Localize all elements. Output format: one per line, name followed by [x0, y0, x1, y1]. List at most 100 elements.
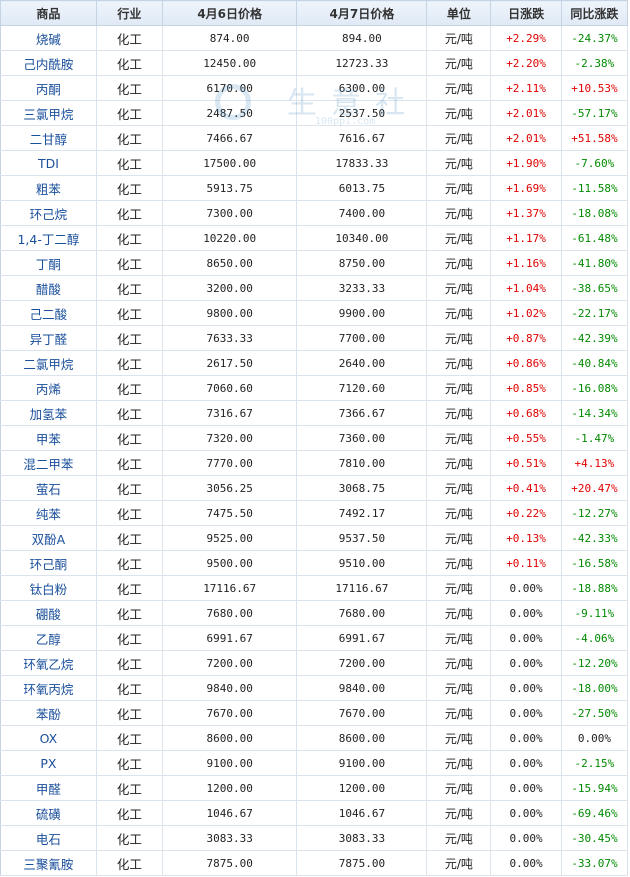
- yoy-change-cell: -18.00%: [561, 675, 629, 701]
- yoy-change-cell: +20.47%: [561, 475, 629, 501]
- commodity-name-link[interactable]: 钛白粉: [0, 575, 97, 601]
- industry-cell: 化工: [96, 300, 163, 326]
- header-price-apr6[interactable]: 4月6日价格: [162, 0, 298, 26]
- header-daily-change[interactable]: 日涨跌: [490, 0, 562, 26]
- header-unit[interactable]: 单位: [426, 0, 492, 26]
- commodity-name-link[interactable]: 二氯甲烷: [0, 350, 97, 376]
- price-apr7-cell: 3068.75: [296, 475, 428, 501]
- commodity-name-link[interactable]: 电石: [0, 825, 97, 851]
- commodity-name-link[interactable]: 环己酮: [0, 550, 97, 576]
- price-apr7-cell: 6991.67: [296, 625, 428, 651]
- commodity-name-link[interactable]: PX: [0, 750, 97, 776]
- yoy-change-cell: -12.20%: [561, 650, 629, 676]
- commodity-name-link[interactable]: 双酚A: [0, 525, 97, 551]
- commodity-name-link[interactable]: 环氧丙烷: [0, 675, 97, 701]
- industry-cell: 化工: [96, 725, 163, 751]
- commodity-name-link[interactable]: 二甘醇: [0, 125, 97, 151]
- table-row: 丙酮 化工 6170.00 6300.00 元/吨 +2.11% +10.53%: [0, 75, 629, 101]
- daily-change-cell: 0.00%: [490, 750, 562, 776]
- daily-change-cell: +2.01%: [490, 125, 562, 151]
- commodity-name-link[interactable]: 丁酮: [0, 250, 97, 276]
- header-commodity[interactable]: 商品: [0, 0, 97, 26]
- daily-change-cell: 0.00%: [490, 850, 562, 876]
- yoy-change-cell: -11.58%: [561, 175, 629, 201]
- commodity-name-link[interactable]: 环氧乙烷: [0, 650, 97, 676]
- industry-cell: 化工: [96, 425, 163, 451]
- commodity-name-link[interactable]: 硼酸: [0, 600, 97, 626]
- industry-cell: 化工: [96, 475, 163, 501]
- industry-cell: 化工: [96, 400, 163, 426]
- yoy-change-cell: -22.17%: [561, 300, 629, 326]
- commodity-name-link[interactable]: 烧碱: [0, 25, 97, 51]
- commodity-name-link[interactable]: 丙烯: [0, 375, 97, 401]
- unit-cell: 元/吨: [426, 325, 492, 351]
- yoy-change-cell: +51.58%: [561, 125, 629, 151]
- commodity-name-link[interactable]: 加氢苯: [0, 400, 97, 426]
- table-row: 硼酸 化工 7680.00 7680.00 元/吨 0.00% -9.11%: [0, 600, 629, 626]
- commodity-name-link[interactable]: 三氯甲烷: [0, 100, 97, 126]
- industry-cell: 化工: [96, 575, 163, 601]
- price-apr6-cell: 9525.00: [162, 525, 298, 551]
- commodity-name-link[interactable]: 甲醛: [0, 775, 97, 801]
- price-apr7-cell: 17833.33: [296, 150, 428, 176]
- table-row: OX 化工 8600.00 8600.00 元/吨 0.00% 0.00%: [0, 725, 629, 751]
- yoy-change-cell: -42.33%: [561, 525, 629, 551]
- price-apr7-cell: 1200.00: [296, 775, 428, 801]
- yoy-change-cell: -30.45%: [561, 825, 629, 851]
- commodity-name-link[interactable]: 甲苯: [0, 425, 97, 451]
- unit-cell: 元/吨: [426, 775, 492, 801]
- table-row: 钛白粉 化工 17116.67 17116.67 元/吨 0.00% -18.88%: [0, 575, 629, 601]
- industry-cell: 化工: [96, 675, 163, 701]
- commodity-name-link[interactable]: 己内酰胺: [0, 50, 97, 76]
- industry-cell: 化工: [96, 225, 163, 251]
- industry-cell: 化工: [96, 50, 163, 76]
- commodity-name-link[interactable]: 混二甲苯: [0, 450, 97, 476]
- yoy-change-cell: -69.46%: [561, 800, 629, 826]
- yoy-change-cell: -33.07%: [561, 850, 629, 876]
- commodity-name-link[interactable]: 环己烷: [0, 200, 97, 226]
- commodity-name-link[interactable]: 硫磺: [0, 800, 97, 826]
- price-apr7-cell: 7810.00: [296, 450, 428, 476]
- price-apr7-cell: 7120.60: [296, 375, 428, 401]
- commodity-name-link[interactable]: 丙酮: [0, 75, 97, 101]
- commodity-name-link[interactable]: TDI: [0, 150, 97, 176]
- unit-cell: 元/吨: [426, 375, 492, 401]
- commodity-name-link[interactable]: OX: [0, 725, 97, 751]
- unit-cell: 元/吨: [426, 225, 492, 251]
- commodity-name-link[interactable]: 萤石: [0, 475, 97, 501]
- header-industry[interactable]: 行业: [96, 0, 163, 26]
- commodity-name-link[interactable]: 纯苯: [0, 500, 97, 526]
- commodity-name-link[interactable]: 乙醇: [0, 625, 97, 651]
- header-price-apr7[interactable]: 4月7日价格: [296, 0, 428, 26]
- table-row: 异丁醛 化工 7633.33 7700.00 元/吨 +0.87% -42.39%: [0, 325, 629, 351]
- price-apr6-cell: 7316.67: [162, 400, 298, 426]
- daily-change-cell: +0.68%: [490, 400, 562, 426]
- price-apr6-cell: 7680.00: [162, 600, 298, 626]
- yoy-change-cell: -57.17%: [561, 100, 629, 126]
- price-apr7-cell: 7400.00: [296, 200, 428, 226]
- commodity-name-link[interactable]: 粗苯: [0, 175, 97, 201]
- industry-cell: 化工: [96, 375, 163, 401]
- price-apr7-cell: 2537.50: [296, 100, 428, 126]
- unit-cell: 元/吨: [426, 100, 492, 126]
- table-row: TDI 化工 17500.00 17833.33 元/吨 +1.90% -7.60%: [0, 150, 629, 176]
- yoy-change-cell: +10.53%: [561, 75, 629, 101]
- commodity-name-link[interactable]: 异丁醛: [0, 325, 97, 351]
- table-row: 环氧丙烷 化工 9840.00 9840.00 元/吨 0.00% -18.00%: [0, 675, 629, 701]
- header-yoy-change[interactable]: 同比涨跌: [561, 0, 629, 26]
- yoy-change-cell: -16.58%: [561, 550, 629, 576]
- price-apr6-cell: 6170.00: [162, 75, 298, 101]
- commodity-name-link[interactable]: 醋酸: [0, 275, 97, 301]
- price-apr7-cell: 7366.67: [296, 400, 428, 426]
- price-apr6-cell: 7200.00: [162, 650, 298, 676]
- commodity-name-link[interactable]: 三聚氰胺: [0, 850, 97, 876]
- daily-change-cell: 0.00%: [490, 625, 562, 651]
- table-row: 三聚氰胺 化工 7875.00 7875.00 元/吨 0.00% -33.07%: [0, 850, 629, 876]
- commodity-name-link[interactable]: 己二酸: [0, 300, 97, 326]
- commodity-name-link[interactable]: 苯酚: [0, 700, 97, 726]
- price-apr6-cell: 9800.00: [162, 300, 298, 326]
- commodity-name-link[interactable]: 1,4-丁二醇: [0, 225, 97, 251]
- industry-cell: 化工: [96, 700, 163, 726]
